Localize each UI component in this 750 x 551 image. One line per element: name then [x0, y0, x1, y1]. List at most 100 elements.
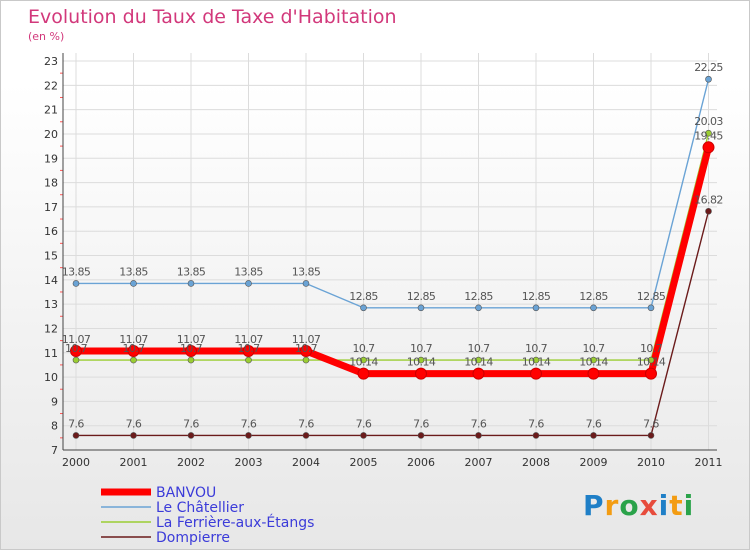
logo-letter: r: [604, 489, 620, 522]
data-label: 20.03: [694, 115, 723, 128]
data-label: 10.7: [65, 342, 88, 355]
data-point: [417, 356, 425, 364]
data-point: [130, 432, 137, 439]
data-point: [360, 432, 367, 439]
data-label: 10.14: [407, 356, 436, 369]
data-label: 10.7: [640, 342, 663, 355]
data-point: [475, 356, 482, 364]
x-tick-label: 2001: [120, 456, 148, 469]
data-label: 10.14: [349, 356, 378, 369]
data-label: 7.6: [356, 417, 372, 430]
y-tick-label: 22: [44, 79, 58, 92]
data-point: [360, 304, 367, 312]
data-point: [185, 345, 197, 358]
data-point: [705, 75, 712, 83]
data-label: 22.25: [694, 61, 723, 74]
data-point: [187, 432, 195, 439]
data-point: [590, 432, 597, 439]
data-point: [187, 280, 195, 287]
data-label: 10.7: [410, 342, 433, 355]
y-tick-label: 10: [44, 371, 58, 384]
data-label: 12.85: [579, 290, 608, 303]
legend-label: BANVOU: [156, 485, 216, 501]
data-point: [245, 356, 252, 364]
data-label: 10.7: [467, 342, 490, 355]
data-label: 7.6: [241, 417, 257, 430]
data-point: [72, 356, 80, 364]
data-label: 10.7: [122, 342, 145, 355]
data-point: [472, 367, 485, 380]
data-label: 10.14: [522, 356, 551, 369]
data-point: [475, 432, 482, 439]
x-tick-label: 2002: [177, 456, 205, 469]
data-point: [72, 432, 80, 439]
data-point: [705, 129, 712, 137]
data-label: 12.85: [522, 290, 551, 303]
logo-letter: i: [683, 489, 695, 522]
logo-letter: t: [669, 489, 684, 522]
logo-letter: P: [583, 489, 605, 522]
series-line: [75, 210, 710, 437]
data-point: [357, 367, 370, 380]
y-tick-label: 19: [44, 152, 58, 165]
data-label: 12.85: [464, 290, 493, 303]
data-label: 10.7: [295, 342, 318, 355]
legend-label: Le Châtellier: [156, 500, 244, 516]
data-label: 10.14: [637, 356, 666, 369]
x-tick-label: 2004: [292, 456, 320, 469]
data-label: 10.7: [352, 342, 375, 355]
data-label: 11.07: [119, 333, 148, 346]
data-label: 10.14: [464, 356, 493, 369]
x-tick-label: 2003: [235, 456, 263, 469]
data-point: [415, 367, 427, 380]
data-point: [127, 345, 140, 358]
x-tick-label: 2009: [580, 456, 608, 469]
data-label: 7.6: [298, 417, 314, 430]
x-tick-label: 2008: [522, 456, 550, 469]
data-label: 7.6: [586, 417, 602, 430]
data-label: 10.7: [180, 342, 203, 355]
series-line: [75, 132, 710, 361]
y-tick-label: 7: [51, 444, 58, 457]
data-point: [70, 345, 82, 358]
data-point: [647, 432, 655, 439]
y-tick-label: 18: [44, 177, 58, 190]
data-point: [302, 432, 310, 439]
y-tick-label: 11: [44, 347, 58, 360]
data-point: [590, 304, 597, 312]
data-label: 11.07: [234, 333, 263, 346]
data-label: 12.85: [637, 290, 666, 303]
data-point: [532, 432, 540, 439]
data-point: [187, 356, 195, 364]
data-point: [590, 356, 597, 364]
x-tick-label: 2005: [350, 456, 378, 469]
x-tick-label: 2006: [407, 456, 435, 469]
data-label: 12.85: [349, 290, 378, 303]
data-point: [530, 367, 542, 380]
data-point: [130, 280, 137, 287]
data-label: 10.7: [525, 342, 548, 355]
data-label: 13.85: [119, 265, 148, 278]
x-tick-label: 2007: [465, 456, 493, 469]
data-point: [300, 345, 312, 358]
y-tick-label: 13: [44, 298, 58, 311]
data-label: 13.85: [292, 265, 321, 278]
y-tick-label: 20: [44, 128, 58, 141]
data-label: 7.6: [126, 417, 142, 430]
logo-letter: o: [619, 489, 640, 522]
data-label: 7.6: [183, 417, 199, 430]
x-tick-label: 2000: [62, 456, 90, 469]
data-point: [302, 356, 310, 364]
y-tick-label: 17: [44, 201, 58, 214]
data-label: 7.6: [471, 417, 487, 430]
y-tick-label: 12: [44, 322, 58, 335]
proxiti-logo: Proxiti: [583, 489, 694, 522]
legend-label: Dompierre: [156, 530, 230, 546]
data-point: [532, 304, 540, 312]
data-label: 7.6: [413, 417, 429, 430]
y-tick-label: 9: [51, 395, 58, 408]
x-tick-label: 2011: [695, 456, 723, 469]
data-label: 10.7: [237, 342, 260, 355]
